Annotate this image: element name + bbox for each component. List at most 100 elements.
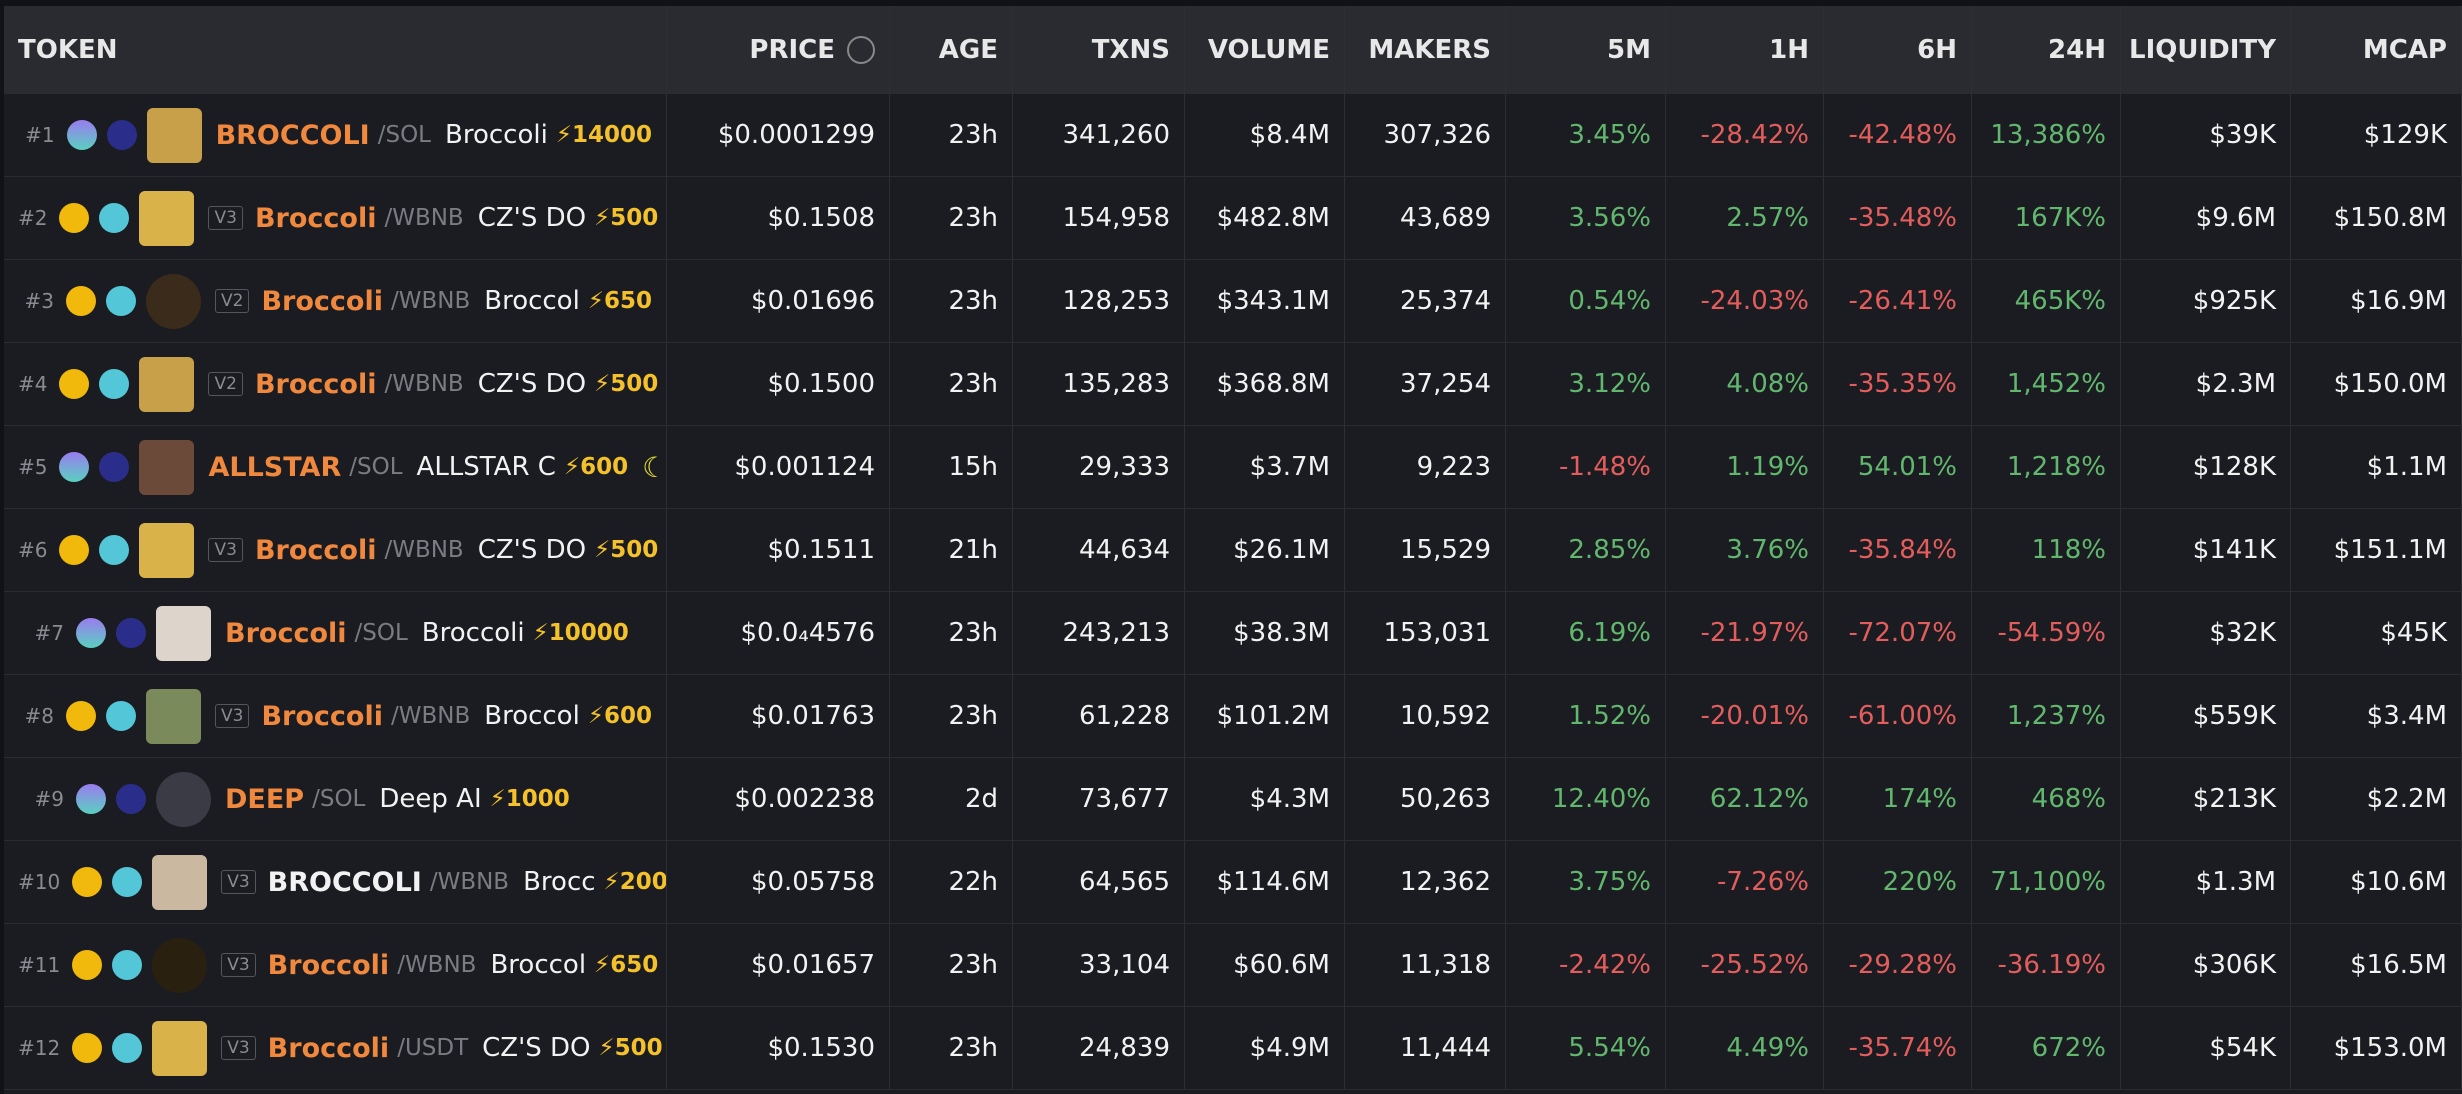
cell-h6: -72.07%	[1824, 592, 1972, 674]
header-cell[interactable]: MAKERS	[1345, 6, 1506, 93]
version-badge: V2	[215, 289, 250, 313]
cell-h1: 4.08%	[1666, 343, 1824, 425]
cell-makers: 15,529	[1345, 509, 1506, 591]
cell-mcap: $2.2M	[2291, 758, 2462, 840]
header-cell[interactable]: VOLUME	[1185, 6, 1345, 93]
txns: 61,228	[1079, 701, 1170, 731]
m5: 12.40%	[1551, 784, 1651, 814]
token-cell: #12 V3 Broccoli/USDT CZ'S DO ⚡500	[4, 1007, 667, 1089]
token-row[interactable]: #9 DEEP/SOL Deep AI ⚡1000 $0.002238 2d 73,677 $…	[4, 758, 2462, 841]
makers: 15,529	[1400, 535, 1491, 565]
m5: 5.54%	[1568, 1033, 1651, 1063]
token-row[interactable]: #6 V3 Broccoli/WBNB CZ'S DO ⚡500 $0.1511 21h 44…	[4, 509, 2462, 592]
header-cell[interactable]: LIQUIDITY	[2121, 6, 2291, 93]
age: 22h	[948, 867, 998, 897]
version-badge: V3	[221, 953, 256, 977]
rank: #2	[18, 206, 48, 230]
h24: 1,237%	[2006, 701, 2106, 731]
volume: $368.8M	[1216, 369, 1330, 399]
liquidity: $306K	[2192, 950, 2276, 980]
token-image	[146, 273, 201, 329]
mcap: $1.1M	[2366, 452, 2447, 482]
header-cell[interactable]: PRICE	[667, 6, 890, 93]
rank: #8	[24, 704, 54, 728]
token-cell: #6 V3 Broccoli/WBNB CZ'S DO ⚡500	[4, 509, 667, 591]
chain-icon	[59, 452, 90, 482]
h1: -28.42%	[1700, 120, 1809, 150]
rank: #9	[34, 787, 64, 811]
cell-liquidity: $39K	[2121, 94, 2291, 176]
makers: 25,374	[1400, 286, 1491, 316]
header-cell[interactable]: AGE	[890, 6, 1013, 93]
chain-icon	[72, 867, 103, 897]
cell-price: $0.1511	[667, 509, 890, 591]
token-symbol: ALLSTAR	[208, 451, 342, 483]
token-row[interactable]: #11 V3 Broccoli/WBNB Broccol ⚡650 $0.01657 23h…	[4, 924, 2462, 1007]
token-row[interactable]: #7 Broccoli/SOL Broccoli ⚡10000 $0.0₄4576 23h…	[4, 592, 2462, 675]
cell-volume: $114.6M	[1185, 841, 1345, 923]
token-row[interactable]: #4 V2 Broccoli/WBNB CZ'S DO ⚡500 $0.1500 23h 13…	[4, 343, 2462, 426]
rank: #1	[25, 123, 55, 147]
quote-symbol: SOL	[319, 786, 366, 812]
txns: 64,565	[1079, 867, 1170, 897]
cell-txns: 33,104	[1013, 924, 1185, 1006]
header-label: 5M	[1607, 34, 1651, 65]
quote-token: /SOL	[312, 786, 366, 812]
token-row[interactable]: #2 V3 Broccoli/WBNB CZ'S DO ⚡500 $0.1508 23h 15…	[4, 177, 2462, 260]
cell-volume: $482.8M	[1185, 177, 1345, 259]
token-symbol: Broccoli	[261, 700, 383, 732]
quote-symbol: SOL	[357, 454, 403, 480]
h24: 1,452%	[2006, 369, 2106, 399]
cell-price: $0.1508	[667, 177, 890, 259]
cell-makers: 50,263	[1345, 758, 1506, 840]
header-cell[interactable]: 6H	[1824, 6, 1972, 93]
age: 23h	[948, 1033, 998, 1063]
token-row[interactable]: #1 BROCCOLI/SOL Broccoli ⚡14000 $0.0001299 23…	[4, 94, 2462, 177]
quote-token: /SOL	[354, 620, 408, 646]
token-name: Broccol	[490, 950, 587, 980]
token-row[interactable]: #5 ALLSTAR/SOL ALLSTAR C ⚡600 ☾ $0.001124 15h 2…	[4, 426, 2462, 509]
m5: 3.12%	[1568, 369, 1651, 399]
token-row[interactable]: #8 V3 Broccoli/WBNB Broccol ⚡600 $0.01763 23h 6…	[4, 675, 2462, 758]
header-cell[interactable]: TXNS	[1013, 6, 1185, 93]
cell-txns: 135,283	[1013, 343, 1185, 425]
cell-m5: 0.54%	[1506, 260, 1666, 342]
token-row[interactable]: #3 V2 Broccoli/WBNB Broccol ⚡650 $0.01696 23h 1…	[4, 260, 2462, 343]
price: $0.1508	[767, 203, 875, 233]
h24: 13,386%	[1990, 120, 2106, 150]
token-cell: #8 V3 Broccoli/WBNB Broccol ⚡600	[4, 675, 667, 757]
header-cell[interactable]: 24H	[1972, 6, 2121, 93]
price: $0.1511	[767, 535, 875, 565]
token-symbol: BROCCOLI	[267, 866, 422, 898]
cell-h24: 1,218%	[1972, 426, 2121, 508]
token-row[interactable]: #12 V3 Broccoli/USDT CZ'S DO ⚡500 $0.1530 23h 2…	[4, 1007, 2462, 1090]
volume: $101.2M	[1216, 701, 1330, 731]
rank: #5	[18, 455, 48, 479]
cell-age: 23h	[890, 924, 1013, 1006]
cell-m5: 3.45%	[1506, 94, 1666, 176]
token-symbol: Broccoli	[267, 1032, 390, 1064]
quote-token: /WBNB	[384, 371, 464, 397]
header-label: MAKERS	[1368, 34, 1491, 65]
quote-symbol: WBNB	[437, 869, 510, 895]
age: 21h	[948, 535, 998, 565]
token-symbol: Broccoli	[254, 368, 377, 400]
price: $0.1500	[767, 369, 875, 399]
header-cell[interactable]: 1H	[1666, 6, 1824, 93]
cell-makers: 12,362	[1345, 841, 1506, 923]
h24: 118%	[2031, 535, 2106, 565]
quote-symbol: WBNB	[392, 371, 464, 397]
cell-h24: 672%	[1972, 1007, 2121, 1089]
header-cell[interactable]: 5M	[1506, 6, 1666, 93]
mcap: $150.8M	[2333, 203, 2447, 233]
cell-price: $0.001124	[667, 426, 890, 508]
token-row[interactable]: #10 V3 BROCCOLI/WBNB Brocc ⚡200 $0.05758 22h 64…	[4, 841, 2462, 924]
cell-h6: -29.28%	[1824, 924, 1972, 1006]
header-cell[interactable]: TOKEN	[4, 6, 667, 93]
h6: -42.48%	[1848, 120, 1957, 150]
token-name: Brocc	[523, 867, 596, 897]
header-cell[interactable]: MCAP	[2291, 6, 2462, 93]
age: 23h	[948, 286, 998, 316]
cell-h24: 118%	[1972, 509, 2121, 591]
